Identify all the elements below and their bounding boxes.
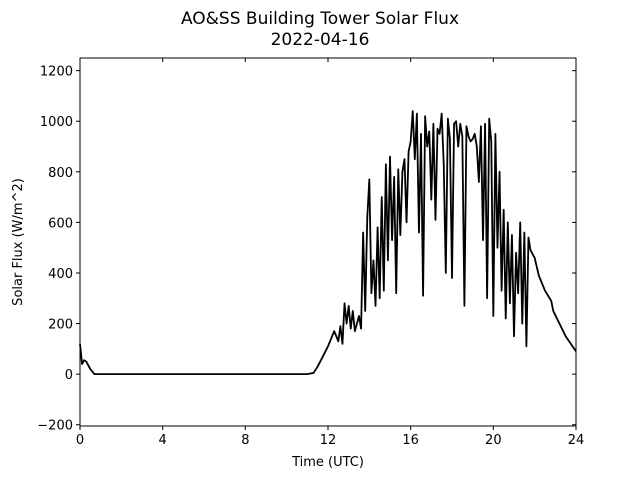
x-tick-label: 20 — [485, 433, 502, 448]
y-tick-label: 0 — [65, 368, 73, 383]
x-axis-label: Time (UTC) — [291, 455, 364, 470]
data-line — [79, 110, 577, 376]
chart-subtitle: 2022-04-16 — [271, 30, 370, 50]
x-tick-label: 8 — [241, 433, 249, 448]
y-tick-label: 800 — [48, 166, 73, 181]
x-tick-label: 12 — [320, 433, 337, 448]
y-tick-label: 1200 — [40, 65, 73, 80]
y-axis-label: Solar Flux (W/m^2) — [11, 178, 26, 306]
y-tick-label: 1000 — [40, 115, 73, 130]
x-tick-label: 4 — [159, 433, 167, 448]
y-tick-label: 600 — [48, 216, 73, 231]
y-tick-label: −200 — [37, 419, 73, 434]
y-tick-label: 200 — [48, 318, 73, 333]
x-tick-label: 24 — [568, 433, 585, 448]
x-tick-label: 16 — [402, 433, 419, 448]
y-tick-label: 400 — [48, 267, 73, 282]
x-tick-label: 0 — [76, 433, 84, 448]
chart-title: AO&SS Building Tower Solar Flux — [181, 9, 459, 29]
